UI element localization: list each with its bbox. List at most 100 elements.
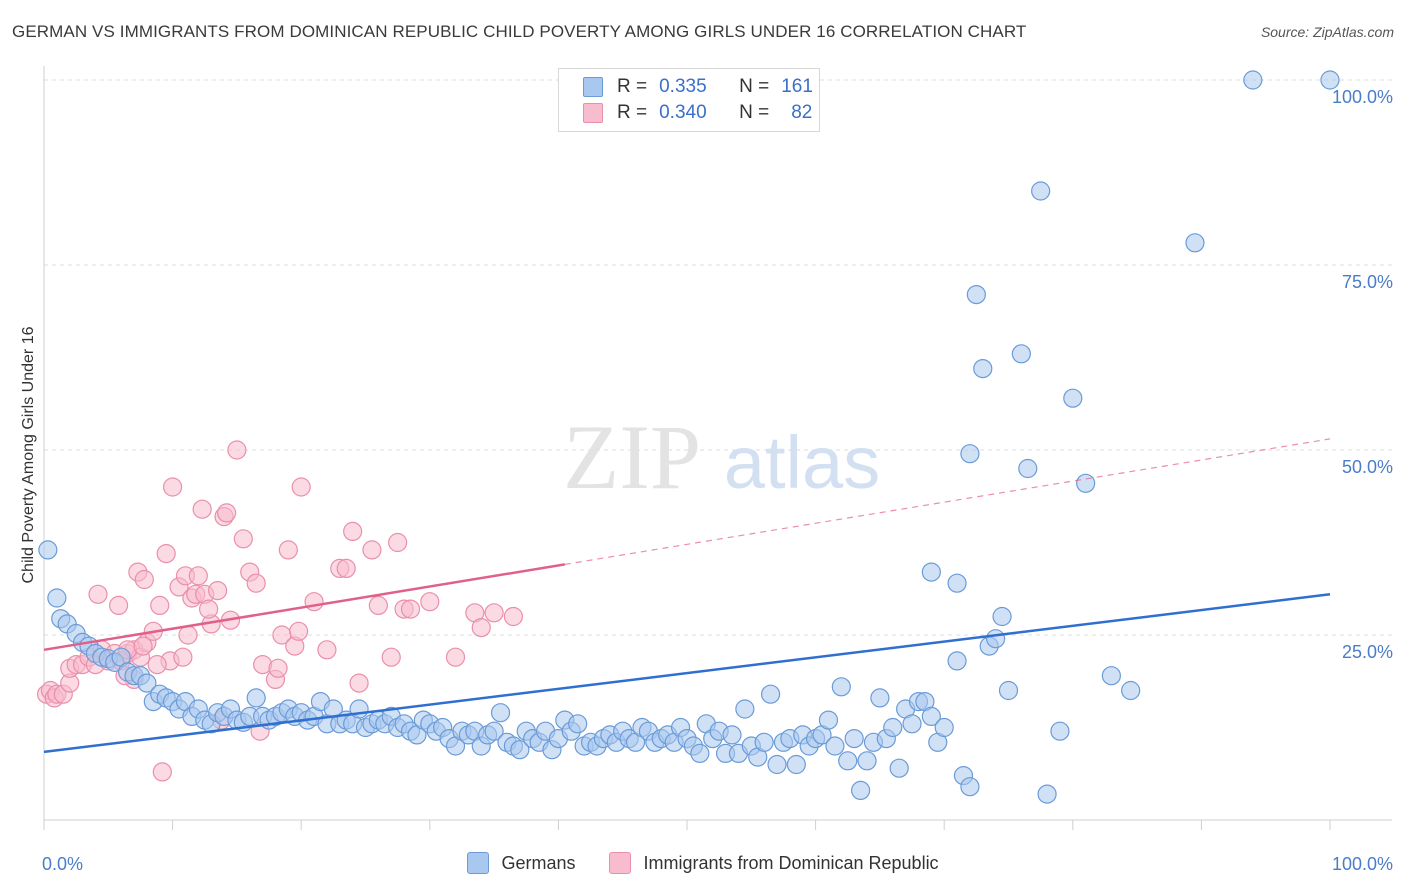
german-point [947, 651, 967, 671]
legend-row-germans: R = 0.335 N = 161 [583, 75, 813, 99]
dominican-point [163, 477, 183, 497]
dominican-point [503, 606, 523, 627]
chart-source: Source: ZipAtlas.com [1260, 24, 1394, 40]
german-point [1011, 344, 1031, 364]
german-point [1063, 388, 1083, 408]
x-tick-label: 0.0% [42, 854, 83, 874]
german-point [490, 703, 511, 723]
trend-line-dashed [564, 438, 1331, 565]
dominican-point [188, 566, 208, 586]
y-tick-label: 25.0% [1342, 642, 1393, 662]
dominican-point [445, 647, 466, 667]
dominican-point [208, 580, 228, 601]
dominican-point [199, 599, 219, 619]
dominican-point [362, 540, 382, 560]
y-tick-label: 75.0% [1342, 272, 1393, 292]
y-tick-label: 50.0% [1342, 457, 1393, 477]
dominican-point [147, 654, 167, 675]
dominican-point [134, 569, 154, 590]
series-legend: Germans Immigrants from Dominican Republ… [0, 852, 1406, 874]
german-point [786, 754, 806, 775]
german-point [754, 732, 774, 752]
dominican-point [400, 599, 421, 619]
dominican-point [388, 532, 408, 553]
dominican-point [349, 673, 369, 693]
y-axis-title: Child Poverty Among Girls Under 16 [20, 326, 37, 583]
german-point [973, 359, 993, 379]
dominican-point [88, 584, 108, 604]
german-point [838, 751, 858, 771]
axis-labels: Child Poverty Among Girls Under 16 25.0% 5… [20, 87, 1393, 874]
german-point [1320, 70, 1340, 90]
legend-n-value: 161 [781, 76, 813, 97]
dominican-point [317, 640, 337, 660]
german-point [986, 629, 1006, 649]
dominican-point [150, 595, 170, 616]
legend-swatch-pink [583, 103, 603, 123]
y-tick-label: 100.0% [1332, 87, 1393, 107]
german-point [960, 777, 980, 797]
legend-n-label: N = [739, 76, 770, 97]
german-point [998, 680, 1019, 701]
dominican-point [192, 499, 212, 519]
german-point [818, 710, 839, 730]
german-point [767, 754, 787, 775]
german-point [510, 740, 530, 760]
dominican-point [484, 603, 504, 623]
legend-n-value: 82 [791, 102, 813, 123]
german-point [47, 588, 67, 608]
dominican-point [246, 573, 266, 593]
german-point [831, 677, 851, 697]
german-point [883, 717, 903, 738]
german-point [1243, 70, 1263, 90]
dominican-point [233, 529, 253, 549]
trend-line-solid [43, 593, 1331, 754]
dominican-point [217, 503, 237, 523]
dominican-point [173, 647, 193, 667]
german-point [844, 728, 864, 749]
german-point [1050, 721, 1070, 741]
legend-row-dominican: R = 0.340 N = 82 [583, 101, 812, 125]
dominican-point [289, 621, 309, 641]
grid-lines [44, 79, 1392, 636]
german-point [568, 714, 588, 734]
german-point [246, 688, 266, 708]
dominican-point [178, 625, 198, 645]
series-legend-germans: Germans [467, 852, 575, 874]
german-point [902, 714, 922, 734]
correlation-legend: R = 0.335 N = 161 R = 0.340 N = 82 [558, 68, 820, 132]
dominican-point [291, 477, 311, 497]
german-point [38, 540, 58, 560]
legend-n-label: N = [739, 102, 770, 123]
chart-title: GERMAN VS IMMIGRANTS FROM DOMINICAN REPU… [12, 22, 1027, 41]
german-point [966, 285, 986, 305]
dominican-point [420, 592, 440, 612]
x-tick-label: 100.0% [1332, 854, 1393, 874]
series-label-dominican: Immigrants from Dominican Republic [643, 852, 939, 873]
dominican-point [108, 595, 129, 616]
german-point [921, 706, 941, 727]
dominican-point [227, 440, 247, 460]
german-point [921, 562, 941, 582]
german-point [1076, 473, 1096, 493]
dominican-point [471, 617, 491, 638]
dominican-point [278, 540, 298, 560]
german-point [960, 444, 980, 464]
german-point [1031, 181, 1051, 201]
german-point [1121, 680, 1141, 701]
blue-series-points [38, 70, 1340, 804]
legend-r-label: R = [617, 102, 648, 123]
dominican-point [152, 762, 172, 782]
german-point [992, 606, 1012, 627]
german-point [825, 736, 845, 756]
legend-r-label: R = [617, 76, 648, 97]
legend-swatch-blue [583, 77, 603, 97]
legend-r-value: 0.340 [659, 102, 707, 123]
german-point [1101, 666, 1121, 686]
german-point [870, 688, 890, 708]
series-swatch-pink [609, 852, 632, 874]
dominican-point [304, 592, 324, 612]
trend-lines [43, 438, 1331, 754]
watermark: ZIP atlas [563, 406, 880, 508]
